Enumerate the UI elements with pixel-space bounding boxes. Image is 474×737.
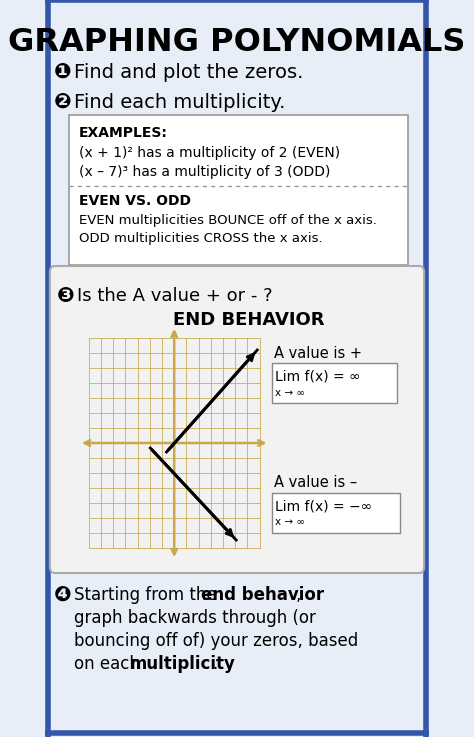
Text: Starting from the: Starting from the (74, 586, 222, 604)
Text: EVEN VS. ODD: EVEN VS. ODD (79, 194, 191, 208)
FancyBboxPatch shape (272, 493, 400, 533)
FancyBboxPatch shape (45, 0, 429, 54)
Text: ❶: ❶ (54, 62, 72, 82)
Text: ❹: ❹ (54, 585, 72, 605)
Text: Is the A value + or - ?: Is the A value + or - ? (77, 287, 273, 305)
Text: on each: on each (74, 655, 146, 673)
Text: graph backwards through (or: graph backwards through (or (74, 609, 316, 627)
Text: Find each multiplicity.: Find each multiplicity. (74, 93, 285, 111)
Text: .: . (212, 655, 217, 673)
Text: ,: , (296, 586, 301, 604)
FancyBboxPatch shape (50, 266, 424, 573)
Text: Lim f(x) = −∞: Lim f(x) = −∞ (275, 499, 372, 513)
Text: ❸: ❸ (57, 286, 75, 306)
FancyBboxPatch shape (69, 115, 408, 265)
Text: (x + 1)² has a multiplicity of 2 (EVEN): (x + 1)² has a multiplicity of 2 (EVEN) (79, 146, 340, 160)
Text: multiplicity: multiplicity (129, 655, 235, 673)
Text: END BEHAVIOR: END BEHAVIOR (173, 311, 325, 329)
Text: end behavior: end behavior (201, 586, 325, 604)
Text: GRAPHING POLYNOMIALS: GRAPHING POLYNOMIALS (9, 27, 465, 57)
Text: x → ∞: x → ∞ (275, 517, 305, 527)
FancyBboxPatch shape (272, 363, 397, 403)
Text: Find and plot the zeros.: Find and plot the zeros. (74, 63, 303, 82)
Text: ODD multiplicities CROSS the x axis.: ODD multiplicities CROSS the x axis. (79, 231, 323, 245)
Text: Lim f(x) = ∞: Lim f(x) = ∞ (275, 369, 361, 383)
Text: EVEN multiplicities BOUNCE off of the x axis.: EVEN multiplicities BOUNCE off of the x … (79, 214, 377, 226)
Text: EXAMPLES:: EXAMPLES: (79, 126, 168, 140)
Text: A value is –: A value is – (274, 475, 357, 489)
Text: bouncing off of) your zeros, based: bouncing off of) your zeros, based (74, 632, 358, 650)
Text: (x – 7)³ has a multiplicity of 3 (ODD): (x – 7)³ has a multiplicity of 3 (ODD) (79, 165, 330, 179)
Text: A value is +: A value is + (274, 346, 362, 360)
Text: x → ∞: x → ∞ (275, 388, 305, 398)
Text: ❷: ❷ (54, 92, 72, 112)
